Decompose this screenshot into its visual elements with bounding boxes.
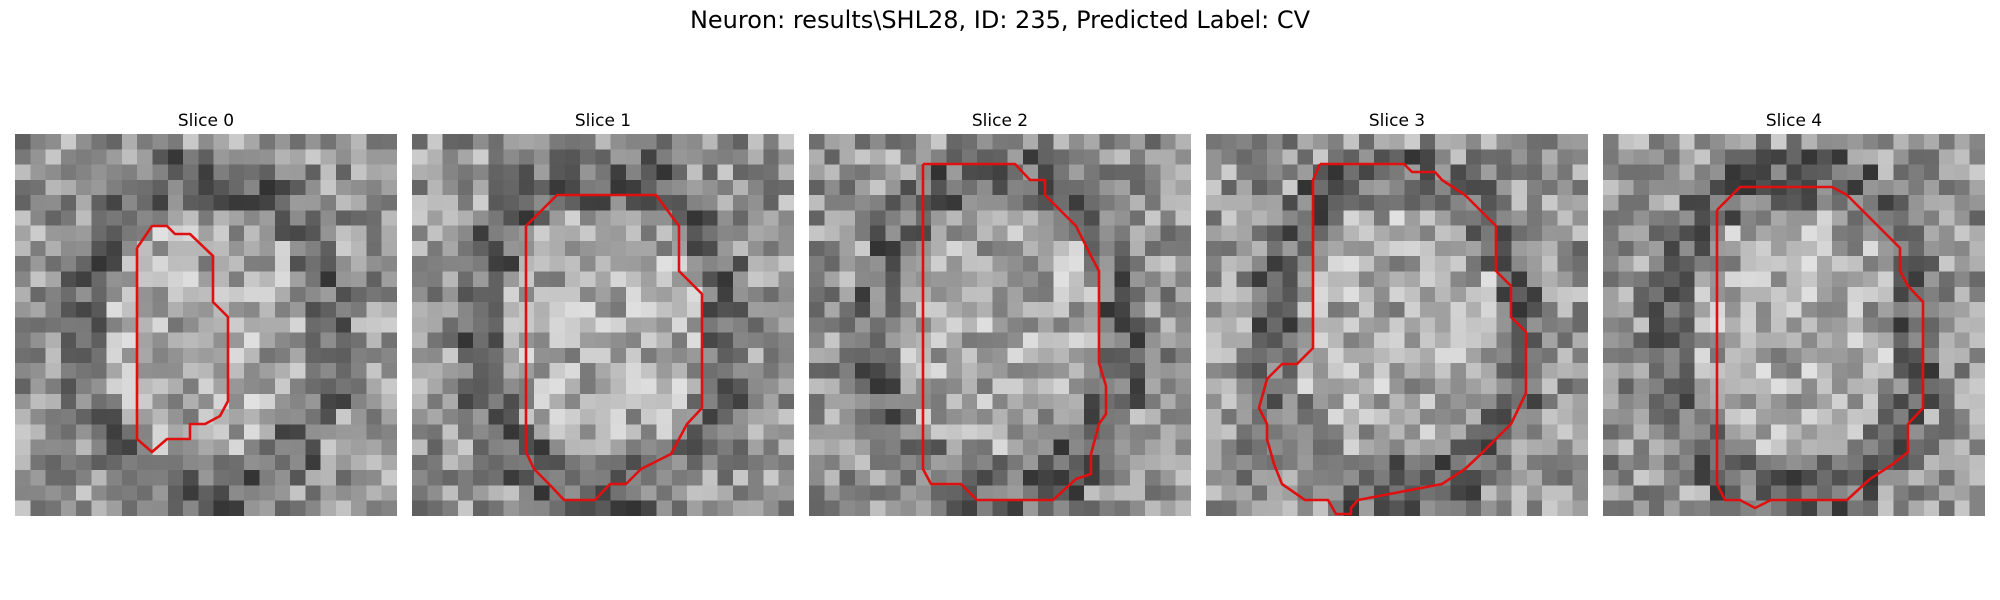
slice-title: Slice 1 (574, 111, 632, 131)
figure-title: Neuron: results\SHL28, ID: 235, Predicte… (689, 6, 1311, 34)
slice-image (15, 134, 397, 516)
slice-image (809, 134, 1191, 516)
slice-panel-2: Slice 2 (809, 108, 1191, 516)
slice-title: Slice 2 (971, 111, 1029, 131)
roi-contour (1257, 162, 1528, 516)
roi-contour (1715, 185, 1925, 510)
roi-contour (135, 224, 230, 454)
slice-title: Slice 0 (177, 111, 235, 131)
slice-panel-3: Slice 3 (1206, 108, 1588, 516)
slice-title: Slice 3 (1368, 111, 1426, 131)
roi-contour (524, 193, 704, 502)
slice-panel-1: Slice 1 (412, 108, 794, 516)
roi-contour (921, 162, 1108, 502)
slice-image (1603, 134, 1985, 516)
slice-image (412, 134, 794, 516)
slice-panel-4: Slice 4 (1603, 108, 1985, 516)
slice-title: Slice 4 (1765, 111, 1823, 131)
slice-panel-0: Slice 0 (15, 108, 397, 516)
